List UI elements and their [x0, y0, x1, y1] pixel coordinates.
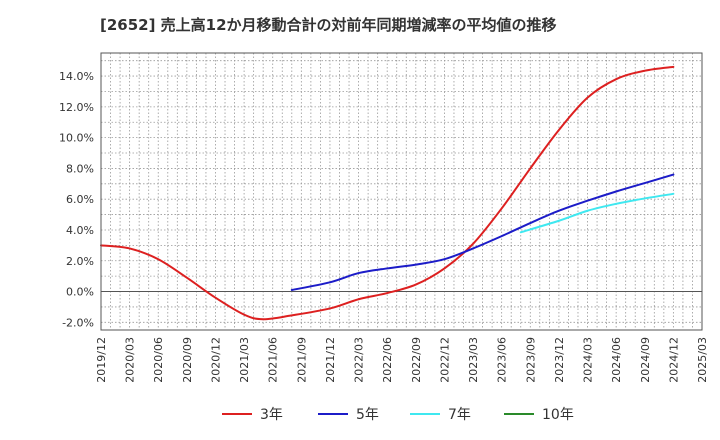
- y-tick-label: 12.0%: [59, 101, 94, 114]
- y-tick-label: 0.0%: [66, 286, 94, 299]
- series-line-3: [519, 192, 675, 234]
- x-tick-label: 2024/06: [610, 337, 623, 383]
- x-tick-label: 2021/12: [324, 337, 337, 383]
- x-tick-label: 2022/03: [353, 337, 366, 383]
- y-tick-label: 14.0%: [59, 70, 94, 83]
- axes: -2.0% 0.0% 2.0% 4.0% 6.0% 8.0% 10.0% 12.0% 14.0%…: [59, 52, 709, 383]
- x-tick-label: 2019/12: [95, 337, 108, 383]
- series-layer: [100, 65, 675, 321]
- x-tick-label: 2023/06: [496, 337, 509, 383]
- series-line-2: [290, 173, 675, 291]
- x-tick-label: 2022/06: [381, 337, 394, 383]
- x-tick-label: 2021/06: [267, 337, 280, 383]
- x-tick-label: 2020/03: [124, 337, 137, 383]
- x-tick-label: 2020/12: [209, 337, 222, 383]
- legend-label: 3年: [260, 407, 283, 423]
- y-tick-label: -2.0%: [62, 316, 94, 329]
- x-tick-label: 2024/09: [639, 337, 652, 383]
- x-tick-label: 2022/09: [410, 337, 423, 383]
- x-tick-label: 2025/03: [696, 337, 709, 383]
- legend-label: 5年: [356, 407, 379, 423]
- x-tick-label: 2023/09: [524, 337, 537, 383]
- plot-frame: [100, 52, 703, 331]
- x-tick-label: 2021/03: [238, 337, 251, 383]
- legend: 3年 5年 7年 10年: [222, 407, 574, 423]
- legend-label: 7年: [448, 407, 471, 423]
- y-tick-label: 8.0%: [66, 162, 94, 175]
- x-tick-label: 2023/03: [467, 337, 480, 383]
- series-line-1: [100, 65, 675, 321]
- x-tick-label: 2023/12: [553, 337, 566, 383]
- y-tick-label: 6.0%: [66, 193, 94, 206]
- legend-label: 10年: [542, 407, 574, 423]
- x-tick-label: 2022/12: [438, 337, 451, 383]
- x-tick-label: 2024/12: [667, 337, 680, 383]
- y-tick-label: 2.0%: [66, 255, 94, 268]
- x-tick-label: 2024/03: [582, 337, 595, 383]
- x-tick-label: 2020/09: [181, 337, 194, 383]
- x-tick-label: 2021/09: [295, 337, 308, 383]
- y-tick-label: 10.0%: [59, 132, 94, 145]
- x-tick-label: 2020/06: [152, 337, 165, 383]
- chart-title: [2652] 売上高12か月移動合計の対前年同期増減率の平均値の推移: [100, 16, 557, 34]
- y-tick-label: 4.0%: [66, 224, 94, 237]
